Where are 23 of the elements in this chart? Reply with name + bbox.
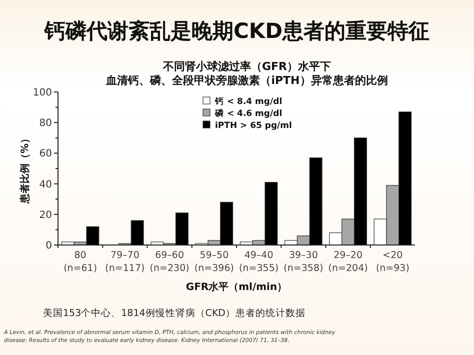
y-tick-label: 100 <box>32 88 52 98</box>
y-tick-label: 80 <box>39 118 52 130</box>
x-tick-label: 59–50 (n=396) <box>194 250 234 274</box>
x-tick-label: 49–40 (n=355) <box>239 250 279 274</box>
x-tick-label: 69–60 (n=230) <box>150 250 190 274</box>
y-tick-label: 60 <box>39 148 52 160</box>
chart-subtitle: 不同肾小球滤过率（GFR）水平下 <box>162 60 332 73</box>
x-axis-title: GFR水平（ml/min） <box>186 281 288 293</box>
x-tick-label: 29–20 (n=204) <box>328 250 368 274</box>
chart-title: 钙磷代谢紊乱是晚期CKD患者的重要特征 <box>43 19 430 43</box>
y-axis-title: 患者比例（%） <box>19 133 31 205</box>
y-tick-label: 40 <box>39 179 52 190</box>
x-tick-label: 80 (n=61) <box>64 250 98 274</box>
legend-label: 磷 < 4.6 mg/dl <box>214 108 282 119</box>
x-tick-label: <20 (n=93) <box>376 250 410 274</box>
y-tick-label: 20 <box>39 210 52 221</box>
y-tick-label: 0 <box>46 240 52 252</box>
legend-label: iPTH > 65 pg/ml <box>215 121 292 131</box>
x-tick-label: 39–30 (n=358) <box>284 250 324 274</box>
x-tick-label: 79–70 (n=117) <box>105 250 145 274</box>
text: 血清钙、磷、全段甲状旁腺激素（iPTH）异常患者的比例 <box>105 74 388 87</box>
text: 美国153个中心、1814例慢性肾病（CKD）患者的统计数据 <box>43 307 306 319</box>
legend-label: 钙 < 8.4 mg/dl <box>214 96 282 107</box>
